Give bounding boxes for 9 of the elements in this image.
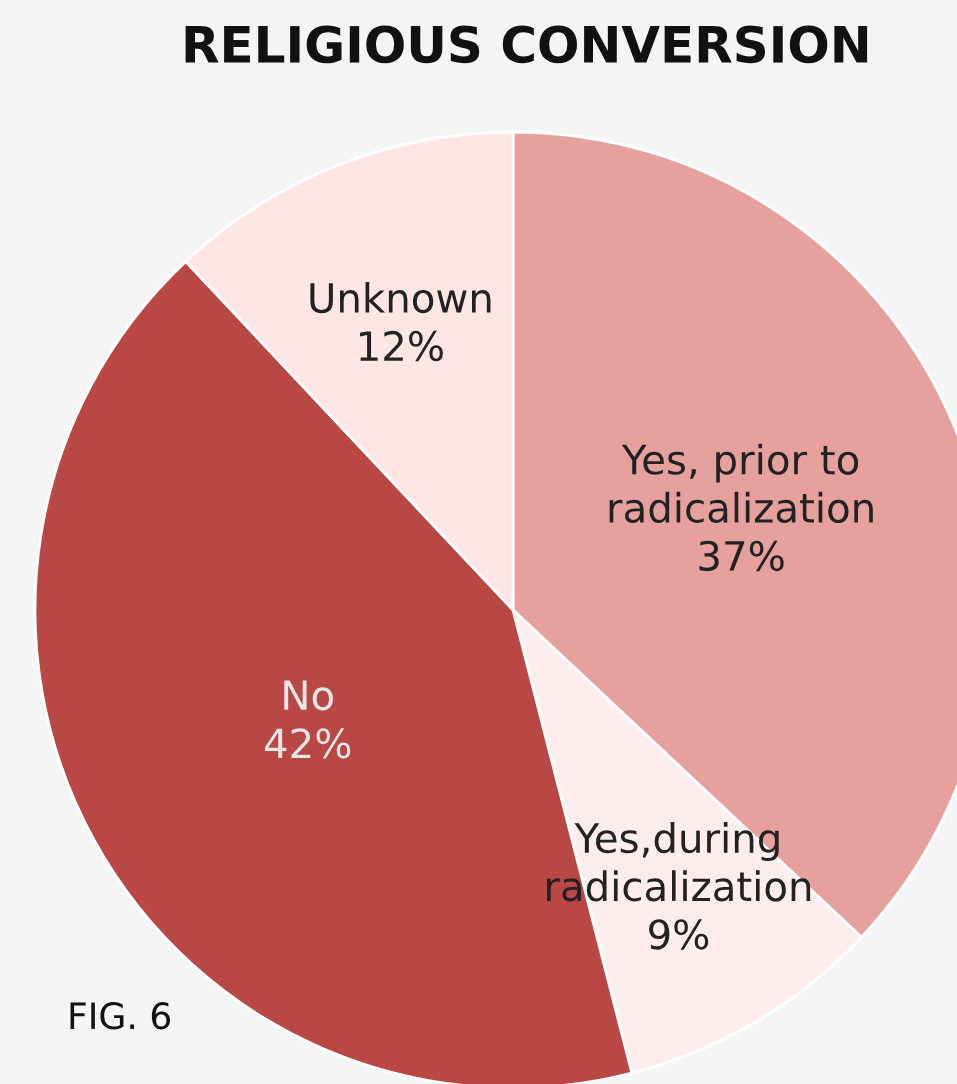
slice-label: No [284, 680, 333, 711]
data-label: 37% [699, 540, 784, 572]
chart-title: RELIGIOUS CONVERSION [185, 25, 868, 64]
caption: FIG. 6 [70, 1002, 171, 1030]
slice-label: Unknown [310, 281, 491, 314]
data-label: 42% [264, 728, 351, 759]
data-label: 9% [649, 919, 709, 950]
data-label: 12% [360, 330, 443, 362]
slice-label: Yes, prior to radicalization [609, 443, 873, 523]
